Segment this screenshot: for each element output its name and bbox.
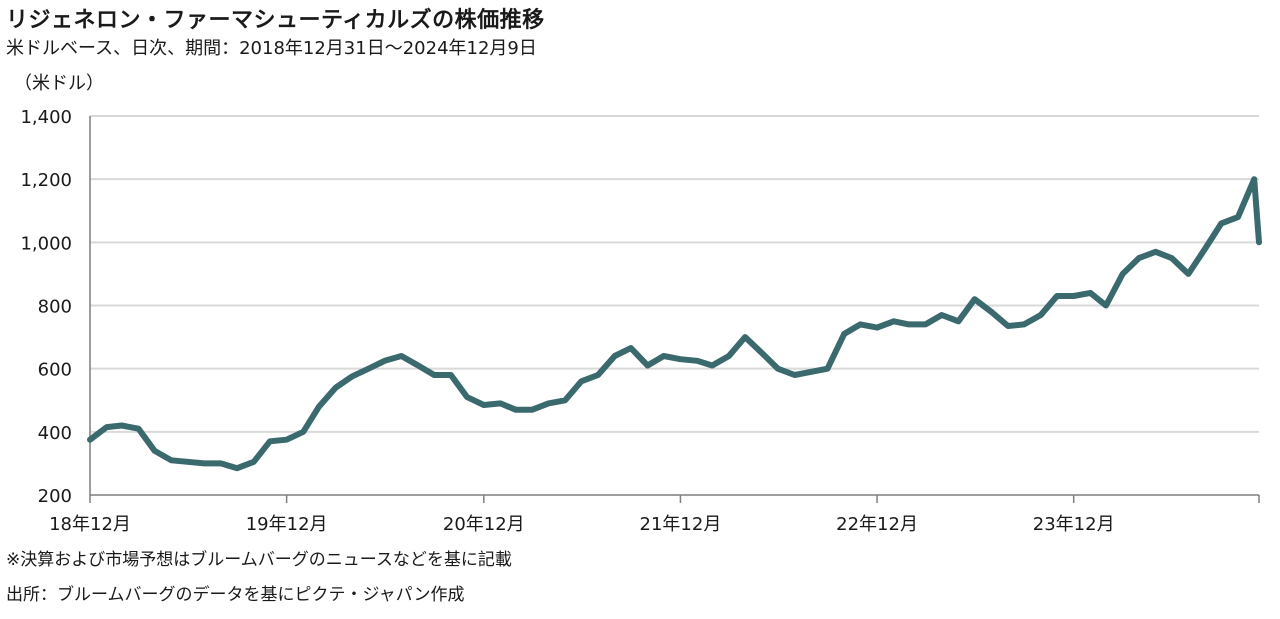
x-tick-label: 19年12月 (246, 514, 328, 535)
y-tick-label: 200 (38, 486, 72, 507)
series-layer (87, 176, 1262, 472)
x-tick-label: 22年12月 (836, 514, 918, 535)
y-axis-unit: （米ドル） (14, 73, 104, 94)
gridlines (90, 115, 1259, 433)
x-tick-label: 18年12月 (49, 514, 131, 535)
chart-subtitle: 米ドルベース、日次、期間：2018年12月31日～2024年12月9日 (6, 38, 537, 59)
footnote: ※決算および市場予想はブルームバーグのニュースなどを基に記載 (6, 550, 512, 570)
y-tick-label: 600 (38, 360, 72, 381)
x-tick-label: 21年12月 (640, 514, 722, 535)
x-tick-label: 23年12月 (1033, 514, 1115, 535)
y-tick-label: 1,000 (20, 233, 72, 254)
x-axis: 18年12月 19年12月 20年12月 21年12月 22年12月 23年12月 (49, 116, 1260, 535)
y-tick-label: 1,200 (20, 170, 72, 191)
y-tick-label: 1,400 (20, 107, 72, 128)
price-line (87, 176, 1262, 472)
y-axis-ticks: 200 400 600 800 1,000 1,200 1,400 (20, 107, 72, 507)
y-tick-label: 400 (38, 423, 72, 444)
chart-title: リジェネロン・ファーマシューティカルズの株価推移 (6, 8, 545, 33)
source-note: 出所：ブルームバーグのデータを基にピクテ・ジャパン作成 (6, 585, 465, 605)
x-tick-label: 20年12月 (443, 514, 525, 535)
y-tick-label: 800 (38, 297, 72, 318)
